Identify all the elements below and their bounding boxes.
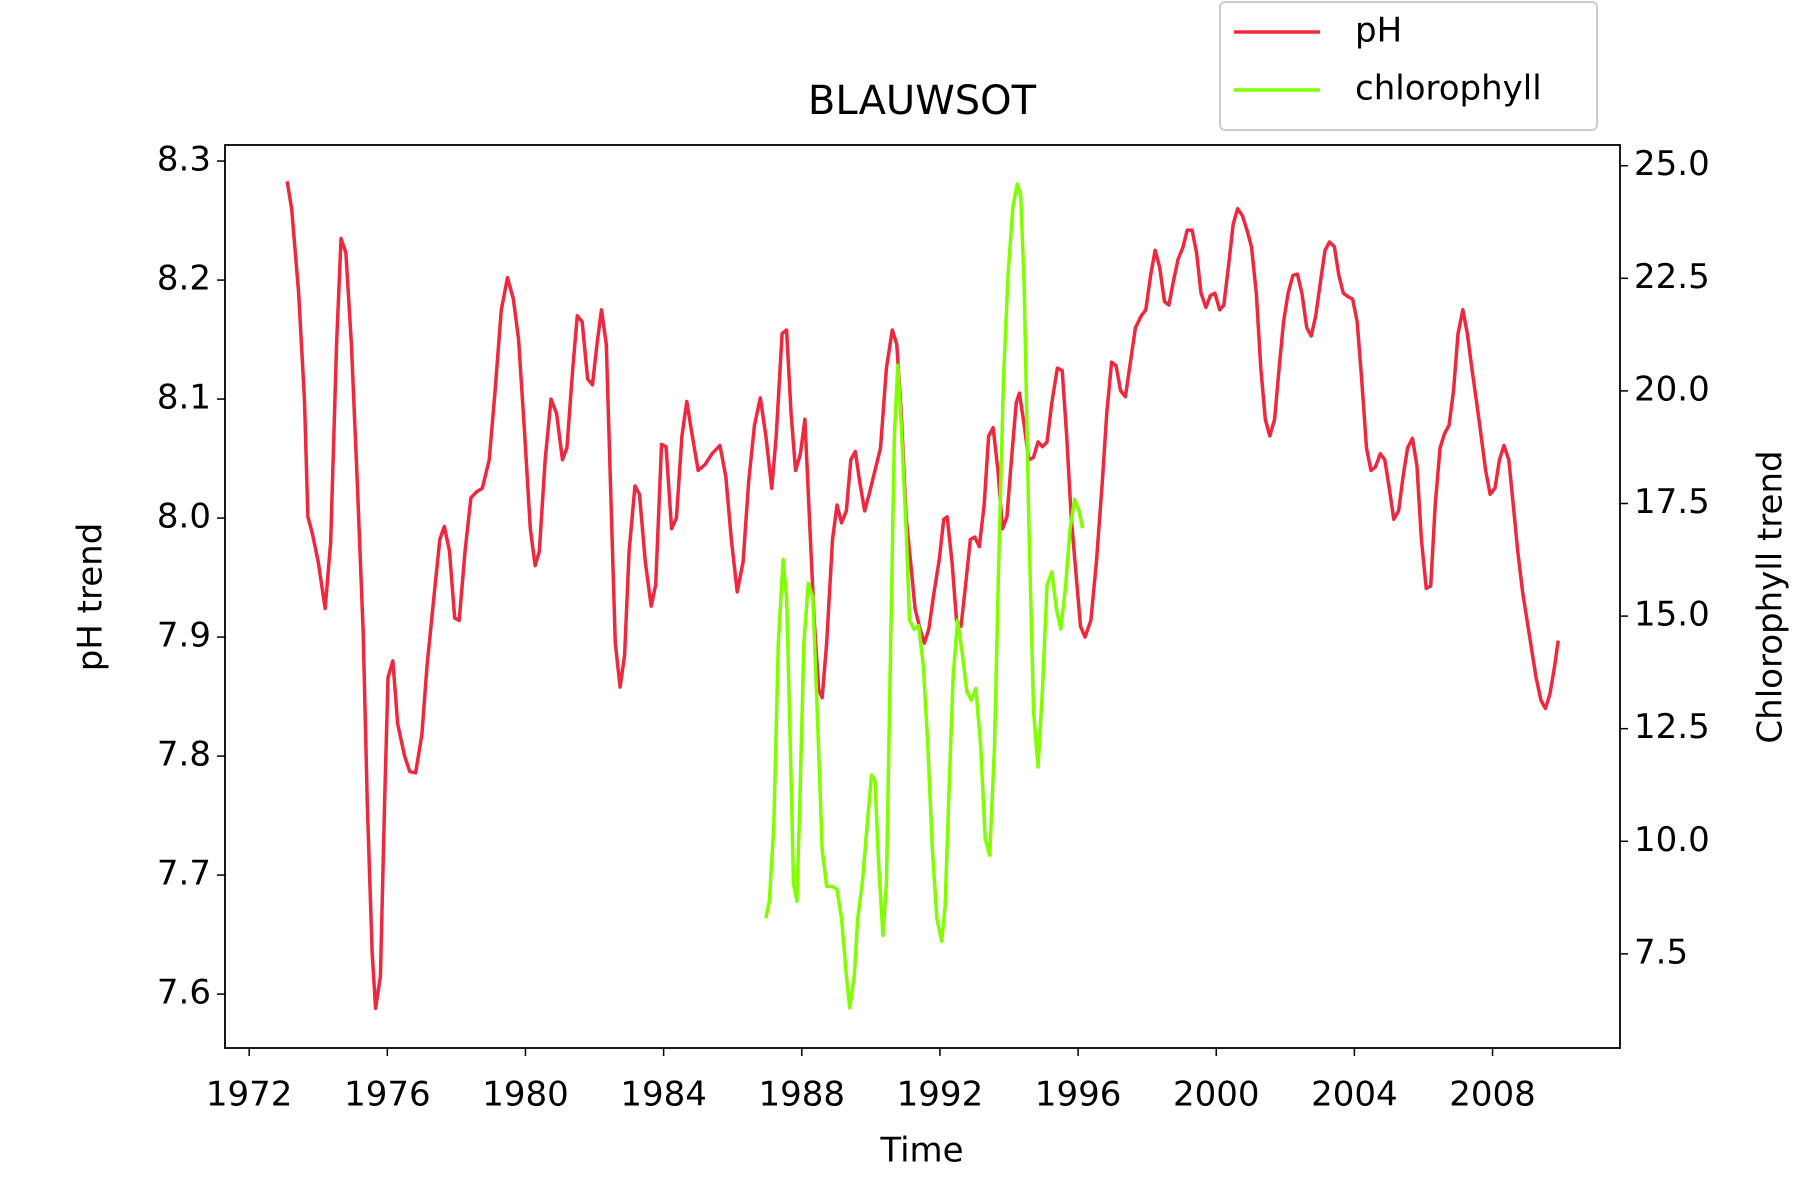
x-tick-label: 1988 xyxy=(759,1075,846,1115)
y2-axis-label: Chlorophyll trend xyxy=(1751,450,1791,743)
y-tick-label: 8.1 xyxy=(157,378,211,418)
y2-tick-label: 15.0 xyxy=(1634,595,1710,635)
y-tick-label: 7.9 xyxy=(157,616,211,656)
y2-tick-label: 12.5 xyxy=(1634,707,1710,747)
y2-tick-label: 10.0 xyxy=(1634,820,1710,860)
x-tick-label: 1996 xyxy=(1035,1075,1122,1115)
y2-tick-label: 17.5 xyxy=(1634,482,1710,522)
chart-title: BLAUWSOT xyxy=(808,78,1037,124)
y-tick-label: 7.6 xyxy=(157,973,211,1013)
legend-box xyxy=(1219,1,1598,131)
y2-tick-label: 25.0 xyxy=(1634,144,1710,184)
x-tick-label: 1976 xyxy=(344,1075,431,1115)
y-tick-label: 7.7 xyxy=(157,854,211,894)
y-axis-label: pH trend xyxy=(71,523,111,672)
y-tick-label: 7.8 xyxy=(157,735,211,775)
y2-tick-label: 7.5 xyxy=(1634,932,1688,972)
y2-tick-label: 20.0 xyxy=(1634,369,1710,409)
x-axis-label: Time xyxy=(879,1131,963,1171)
x-tick-label: 2008 xyxy=(1449,1075,1536,1115)
x-tick-label: 2004 xyxy=(1311,1075,1398,1115)
legend-label: chlorophyll xyxy=(1355,69,1542,109)
series-line xyxy=(764,182,1085,1010)
x-tick-label: 1984 xyxy=(620,1075,707,1115)
x-tick-label: 1992 xyxy=(897,1075,984,1115)
y2-tick-label: 22.5 xyxy=(1634,257,1710,297)
x-tick-label: 2000 xyxy=(1173,1075,1260,1115)
y-tick-label: 8.3 xyxy=(157,140,211,180)
x-tick-label: 1980 xyxy=(482,1075,569,1115)
y-tick-label: 8.2 xyxy=(157,259,211,299)
legend-label: pH xyxy=(1355,11,1402,51)
y-tick-label: 8.0 xyxy=(157,497,211,537)
plot-frame xyxy=(224,144,1621,1049)
x-tick-label: 1972 xyxy=(206,1075,293,1115)
series-line xyxy=(285,181,1560,1011)
